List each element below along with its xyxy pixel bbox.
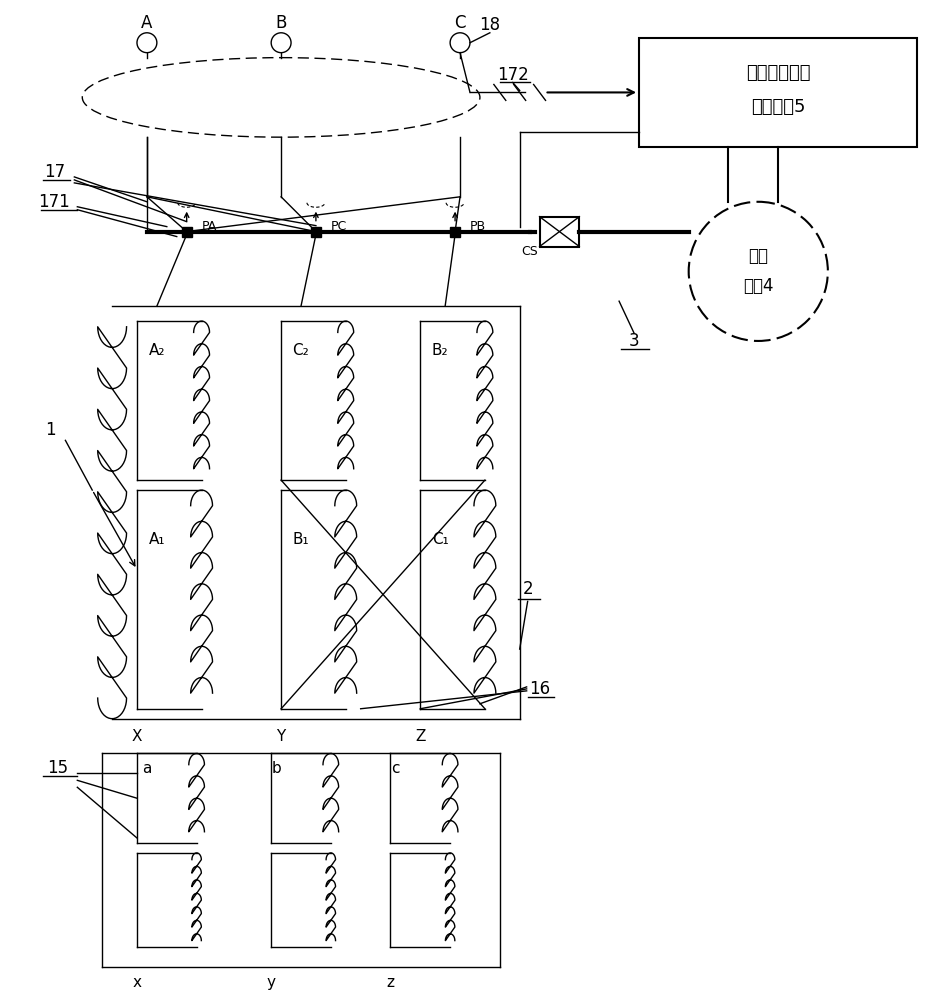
Text: 18: 18: [479, 16, 500, 34]
Text: z: z: [386, 975, 394, 990]
Text: 15: 15: [47, 759, 68, 777]
Text: 171: 171: [38, 193, 70, 211]
Bar: [539, 217, 578, 247]
Text: x: x: [132, 975, 141, 990]
Bar: [311, 227, 320, 237]
Text: B: B: [275, 14, 286, 32]
Text: 17: 17: [44, 163, 65, 181]
Bar: [449, 227, 460, 237]
Text: CS: CS: [520, 245, 537, 258]
Bar: [638, 38, 916, 147]
Text: B₁: B₁: [292, 532, 309, 547]
Text: 172: 172: [496, 66, 528, 84]
Text: A₂: A₂: [149, 343, 165, 358]
Text: 控制系统5: 控制系统5: [750, 98, 805, 116]
Text: 3: 3: [628, 332, 638, 350]
Text: a: a: [142, 761, 152, 776]
Text: 负序电压检测: 负序电压检测: [745, 64, 810, 82]
Text: 16: 16: [529, 680, 549, 698]
Text: PB: PB: [470, 220, 486, 233]
Text: X: X: [132, 729, 142, 744]
Text: C₂: C₂: [292, 343, 309, 358]
Text: PA: PA: [201, 220, 216, 233]
Text: A: A: [141, 14, 153, 32]
Text: A₁: A₁: [149, 532, 165, 547]
Text: PC: PC: [330, 220, 346, 233]
Text: y: y: [267, 975, 275, 990]
Text: Z: Z: [415, 729, 425, 744]
Text: 2: 2: [521, 580, 533, 598]
Text: C₁: C₁: [431, 532, 448, 547]
Bar: [182, 227, 192, 237]
Text: b: b: [271, 761, 281, 776]
Text: c: c: [390, 761, 400, 776]
Text: Y: Y: [276, 729, 285, 744]
Text: B₂: B₂: [431, 343, 448, 358]
Text: 伺服: 伺服: [748, 247, 768, 265]
Text: 1: 1: [45, 421, 56, 439]
Text: C: C: [454, 14, 465, 32]
Text: 电机4: 电机4: [742, 277, 773, 295]
